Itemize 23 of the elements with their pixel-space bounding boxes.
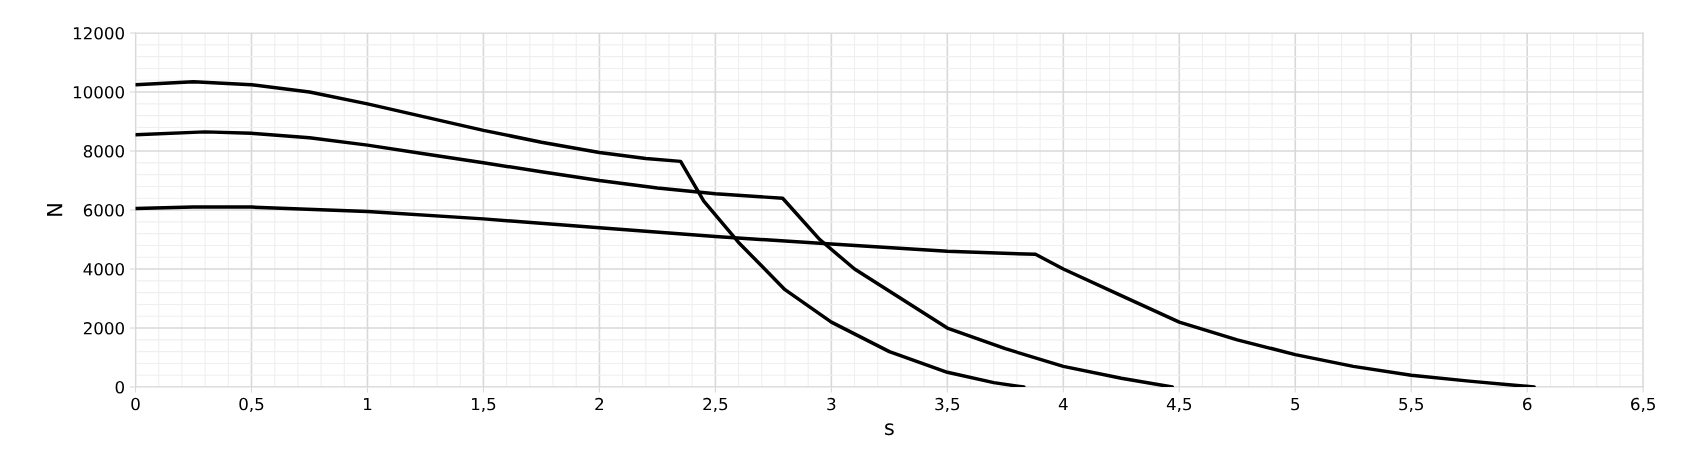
x-tick-label: 5 bbox=[1291, 397, 1300, 411]
y-tick-label: 8000 bbox=[83, 145, 124, 158]
y-tick-label: 10000 bbox=[73, 86, 124, 99]
x-tick-label: 3,5 bbox=[935, 397, 960, 413]
x-tick-label: 2 bbox=[595, 397, 604, 411]
x-tick-label: 1 bbox=[364, 397, 372, 411]
x-tick-label: 6,5 bbox=[1631, 397, 1655, 413]
x-tick-label: 0 bbox=[131, 397, 140, 411]
y-tick-label: 4000 bbox=[83, 263, 124, 276]
x-tick-label: 5,5 bbox=[1399, 397, 1424, 413]
x-tick-label: 4 bbox=[1058, 397, 1068, 411]
y-tick-label: 2000 bbox=[83, 322, 124, 335]
y-tick-label: 0 bbox=[115, 381, 124, 394]
x-tick-label: 4,5 bbox=[1166, 397, 1192, 413]
x-tick-label: 0,5 bbox=[239, 397, 264, 413]
y-axis-title: N bbox=[47, 204, 63, 216]
x-tick-label: 1,5 bbox=[472, 397, 496, 413]
x-tick-label: 3 bbox=[827, 397, 836, 411]
y-tick-label: 12000 bbox=[73, 27, 124, 40]
x-tick-label: 6 bbox=[1523, 397, 1532, 411]
x-tick-label: 2,5 bbox=[703, 397, 728, 413]
x-axis-title: s bbox=[885, 423, 894, 436]
y-tick-label: 6000 bbox=[83, 204, 124, 217]
